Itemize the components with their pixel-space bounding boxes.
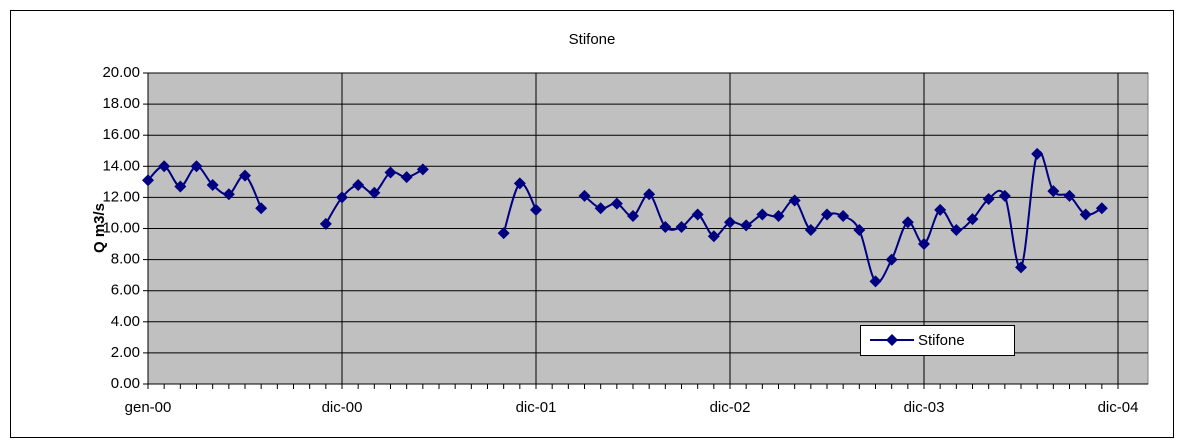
data-point xyxy=(1063,189,1076,202)
data-point xyxy=(1015,261,1027,274)
y-tick-label: 20.00 xyxy=(102,64,140,81)
data-point xyxy=(190,160,203,173)
x-tick-label: gen-00 xyxy=(125,399,172,416)
y-tick-label: 12.00 xyxy=(102,188,140,205)
data-point xyxy=(497,227,510,240)
data-point xyxy=(837,210,850,223)
y-tick-label: 14.00 xyxy=(102,157,140,174)
y-axis-title: Q m3/s xyxy=(91,203,108,253)
data-point xyxy=(691,208,704,221)
data-point xyxy=(627,210,639,223)
data-point xyxy=(368,186,381,199)
y-tick-label: 8.00 xyxy=(111,251,140,268)
data-point xyxy=(206,178,219,191)
data-point xyxy=(416,163,429,176)
data-point xyxy=(901,216,914,229)
data-point xyxy=(998,189,1011,202)
data-point xyxy=(336,191,348,204)
y-tick-label: 4.00 xyxy=(111,313,140,330)
data-point xyxy=(174,180,187,193)
data-point xyxy=(1047,185,1060,198)
data-point xyxy=(158,160,171,173)
data-point xyxy=(594,202,607,215)
x-tick-label: dic-00 xyxy=(322,399,363,416)
data-point xyxy=(659,220,672,233)
data-point xyxy=(853,224,866,237)
data-point xyxy=(675,220,688,233)
chart-title: Stifone xyxy=(569,31,616,48)
data-point xyxy=(222,188,235,201)
data-point xyxy=(885,253,898,266)
data-point xyxy=(707,230,720,243)
data-point xyxy=(950,224,963,237)
data-point xyxy=(966,213,979,226)
data-point xyxy=(821,208,833,221)
data-point xyxy=(740,219,753,232)
y-tick-label: 16.00 xyxy=(102,126,140,143)
data-point xyxy=(869,275,882,288)
data-point xyxy=(804,224,817,237)
data-point xyxy=(255,202,268,215)
data-point xyxy=(319,217,332,230)
y-tick-label: 6.00 xyxy=(111,282,140,299)
data-point xyxy=(918,238,930,251)
data-point xyxy=(400,171,413,184)
data-point xyxy=(142,174,154,187)
data-point xyxy=(352,178,365,191)
y-tick-label: 18.00 xyxy=(102,95,140,112)
x-tick-label: dic-01 xyxy=(516,399,557,416)
data-point xyxy=(1095,202,1108,215)
x-tick-label: dic-03 xyxy=(904,399,945,416)
data-point xyxy=(982,192,995,205)
x-tick-label: dic-04 xyxy=(1098,399,1139,416)
data-point xyxy=(643,188,656,201)
legend-marker xyxy=(886,334,898,346)
data-point xyxy=(610,197,623,210)
data-point xyxy=(1031,147,1044,160)
y-tick-label: 2.00 xyxy=(111,344,140,361)
x-tick-label: dic-02 xyxy=(710,399,751,416)
data-point xyxy=(772,210,785,223)
data-point xyxy=(934,203,947,216)
data-point xyxy=(513,177,526,190)
data-point xyxy=(788,194,801,207)
data-point xyxy=(239,169,251,182)
data-point xyxy=(1079,208,1092,221)
y-tick-label: 10.00 xyxy=(102,219,140,236)
data-point xyxy=(384,166,397,179)
data-point xyxy=(578,189,591,202)
data-point xyxy=(530,203,542,216)
y-tick-label: 0.00 xyxy=(111,375,140,392)
data-point xyxy=(756,208,769,221)
data-point xyxy=(724,216,736,229)
legend-label: Stifone xyxy=(918,332,965,349)
